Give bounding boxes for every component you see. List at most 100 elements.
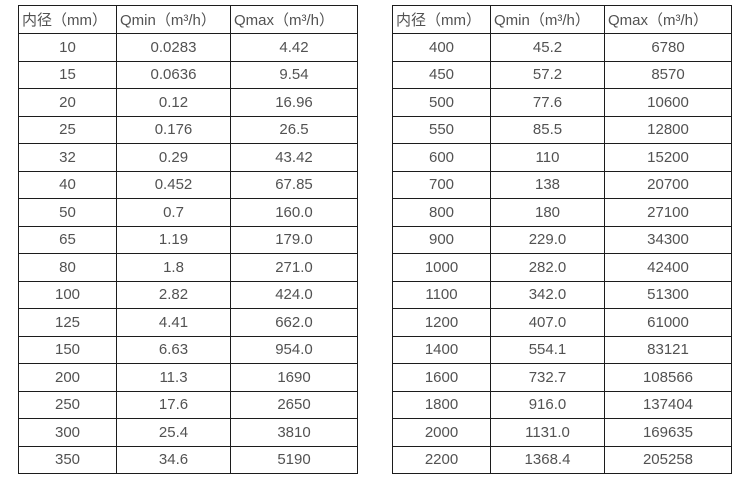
- table-cell: 10600: [604, 88, 732, 117]
- table-cell: 40: [18, 170, 117, 199]
- table-row: 700 138 20700: [392, 170, 732, 199]
- table-row: 500 77.6 10600: [392, 88, 732, 117]
- table-cell: 700: [392, 170, 491, 199]
- table-cell: 110: [490, 143, 605, 172]
- table-cell: 8570: [604, 60, 732, 89]
- table-cell: 160.0: [230, 198, 358, 227]
- table-cell: 45.2: [490, 33, 605, 62]
- table-body: 400 45.2 6780 450 57.2 8570 500 77.6 10600 550 85.…: [392, 33, 732, 474]
- table-cell: 732.7: [490, 363, 605, 392]
- table-cell: 16.96: [230, 88, 358, 117]
- table-cell: 11.3: [116, 363, 231, 392]
- table-row: 250 17.6 2650: [18, 390, 358, 419]
- table-cell: 1690: [230, 363, 358, 392]
- table-row: 32 0.29 43.42: [18, 143, 358, 172]
- table-cell: 1.8: [116, 253, 231, 282]
- table-cell: 100: [18, 280, 117, 309]
- table-cell: 600: [392, 143, 491, 172]
- table-row: 800 180 27100: [392, 198, 732, 227]
- table-cell: 20: [18, 88, 117, 117]
- table-cell: 1131.0: [490, 418, 605, 447]
- table-cell: 34.6: [116, 445, 231, 474]
- table-cell: 137404: [604, 390, 732, 419]
- table-cell: 50: [18, 198, 117, 227]
- table-cell: 51300: [604, 280, 732, 309]
- table-cell: 0.29: [116, 143, 231, 172]
- table-cell: 0.0636: [116, 60, 231, 89]
- table-cell: 400: [392, 33, 491, 62]
- table-cell: 900: [392, 225, 491, 254]
- table-cell: 550: [392, 115, 491, 144]
- table-cell: 15200: [604, 143, 732, 172]
- table-cell: 407.0: [490, 308, 605, 337]
- table-cell: 65: [18, 225, 117, 254]
- table-row: 450 57.2 8570: [392, 60, 732, 89]
- table-cell: 2000: [392, 418, 491, 447]
- table-row: 80 1.8 271.0: [18, 253, 358, 282]
- table-cell: 61000: [604, 308, 732, 337]
- table-cell: 5190: [230, 445, 358, 474]
- table-header-row: 内径（mm） Qmin（m³/h） Qmax（m³/h）: [392, 5, 732, 34]
- table-cell: 1.19: [116, 225, 231, 254]
- column-header-qmax: Qmax（m³/h）: [230, 5, 358, 34]
- table-cell: 1100: [392, 280, 491, 309]
- column-header-qmax: Qmax（m³/h）: [604, 5, 732, 34]
- table-cell: 34300: [604, 225, 732, 254]
- table-cell: 27100: [604, 198, 732, 227]
- table-cell: 205258: [604, 445, 732, 474]
- table-cell: 1600: [392, 363, 491, 392]
- table-cell: 12800: [604, 115, 732, 144]
- table-cell: 180: [490, 198, 605, 227]
- column-header-inner-diameter: 内径（mm）: [18, 5, 117, 34]
- table-row: 400 45.2 6780: [392, 33, 732, 62]
- table-cell: 42400: [604, 253, 732, 282]
- table-cell: 1368.4: [490, 445, 605, 474]
- table-cell: 554.1: [490, 335, 605, 364]
- table-header-row: 内径（mm） Qmin（m³/h） Qmax（m³/h）: [18, 5, 358, 34]
- table-row: 350 34.6 5190: [18, 445, 358, 474]
- table-cell: 138: [490, 170, 605, 199]
- table-cell: 26.5: [230, 115, 358, 144]
- table-row: 125 4.41 662.0: [18, 308, 358, 337]
- table-cell: 57.2: [490, 60, 605, 89]
- table-cell: 6.63: [116, 335, 231, 364]
- table-cell: 2.82: [116, 280, 231, 309]
- table-cell: 9.54: [230, 60, 358, 89]
- table-cell: 250: [18, 390, 117, 419]
- table-header: 内径（mm） Qmin（m³/h） Qmax（m³/h）: [392, 5, 732, 34]
- table-cell: 2650: [230, 390, 358, 419]
- table-row: 300 25.4 3810: [18, 418, 358, 447]
- table-cell: 200: [18, 363, 117, 392]
- table-cell: 350: [18, 445, 117, 474]
- table-cell: 424.0: [230, 280, 358, 309]
- table-cell: 108566: [604, 363, 732, 392]
- table-cell: 916.0: [490, 390, 605, 419]
- table-cell: 0.12: [116, 88, 231, 117]
- table-cell: 32: [18, 143, 117, 172]
- table-row: 100 2.82 424.0: [18, 280, 358, 309]
- table-cell: 43.42: [230, 143, 358, 172]
- table-row: 600 110 15200: [392, 143, 732, 172]
- table-row: 2000 1131.0 169635: [392, 418, 732, 447]
- table-cell: 25: [18, 115, 117, 144]
- table-cell: 179.0: [230, 225, 358, 254]
- table-row: 2200 1368.4 205258: [392, 445, 732, 474]
- table-row: 1200 407.0 61000: [392, 308, 732, 337]
- table-cell: 15: [18, 60, 117, 89]
- table-cell: 3810: [230, 418, 358, 447]
- table-row: 20 0.12 16.96: [18, 88, 358, 117]
- table-cell: 0.7: [116, 198, 231, 227]
- table-cell: 6780: [604, 33, 732, 62]
- table-cell: 2200: [392, 445, 491, 474]
- flow-table-large-diameters: 内径（mm） Qmin（m³/h） Qmax（m³/h） 400 45.2 6780…: [392, 5, 732, 474]
- column-header-qmin: Qmin（m³/h）: [490, 5, 605, 34]
- table-row: 1400 554.1 83121: [392, 335, 732, 364]
- table-row: 1000 282.0 42400: [392, 253, 732, 282]
- table-cell: 1000: [392, 253, 491, 282]
- table-cell: 450: [392, 60, 491, 89]
- table-cell: 0.176: [116, 115, 231, 144]
- table-row: 65 1.19 179.0: [18, 225, 358, 254]
- table-cell: 1400: [392, 335, 491, 364]
- table-cell: 4.42: [230, 33, 358, 62]
